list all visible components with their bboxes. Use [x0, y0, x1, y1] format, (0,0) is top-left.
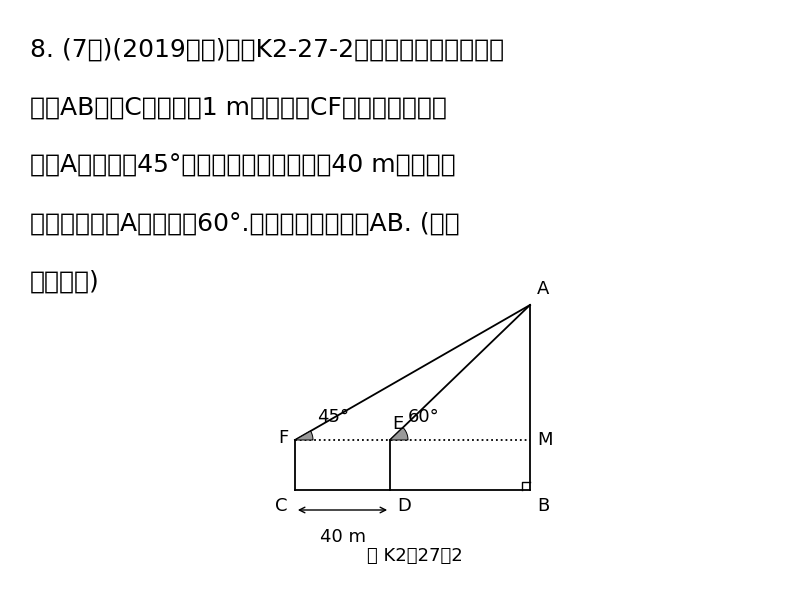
Text: C: C [276, 497, 288, 515]
Text: F: F [278, 429, 288, 447]
Text: A: A [537, 280, 549, 298]
Text: 40 m: 40 m [319, 528, 365, 546]
Text: 顶端A的仰角为45°，再向建筑物方向前进40 m，又测得: 顶端A的仰角为45°，再向建筑物方向前进40 m，又测得 [30, 154, 456, 178]
Text: M: M [537, 431, 553, 449]
Text: E: E [392, 415, 403, 433]
Text: 保留根号): 保留根号) [30, 270, 100, 294]
Text: 图 K2－27－2: 图 K2－27－2 [367, 547, 463, 565]
Polygon shape [295, 431, 313, 440]
Text: B: B [537, 497, 549, 515]
Text: 60°: 60° [408, 408, 440, 426]
Text: D: D [397, 497, 410, 515]
Polygon shape [390, 427, 408, 440]
Text: 45°: 45° [317, 408, 349, 426]
Text: 8. (7分)(2019宜宾)如图K2-27-2，为了测得某建筑物的: 8. (7分)(2019宜宾)如图K2-27-2，为了测得某建筑物的 [30, 38, 504, 62]
Text: 该建筑物顶端A的仰角为60°.求该建筑物的高度AB. (结果: 该建筑物顶端A的仰角为60°.求该建筑物的高度AB. (结果 [30, 212, 460, 236]
Text: 高度AB，在C处用高为1 m的测角仪CF，测得该建筑物: 高度AB，在C处用高为1 m的测角仪CF，测得该建筑物 [30, 96, 447, 120]
